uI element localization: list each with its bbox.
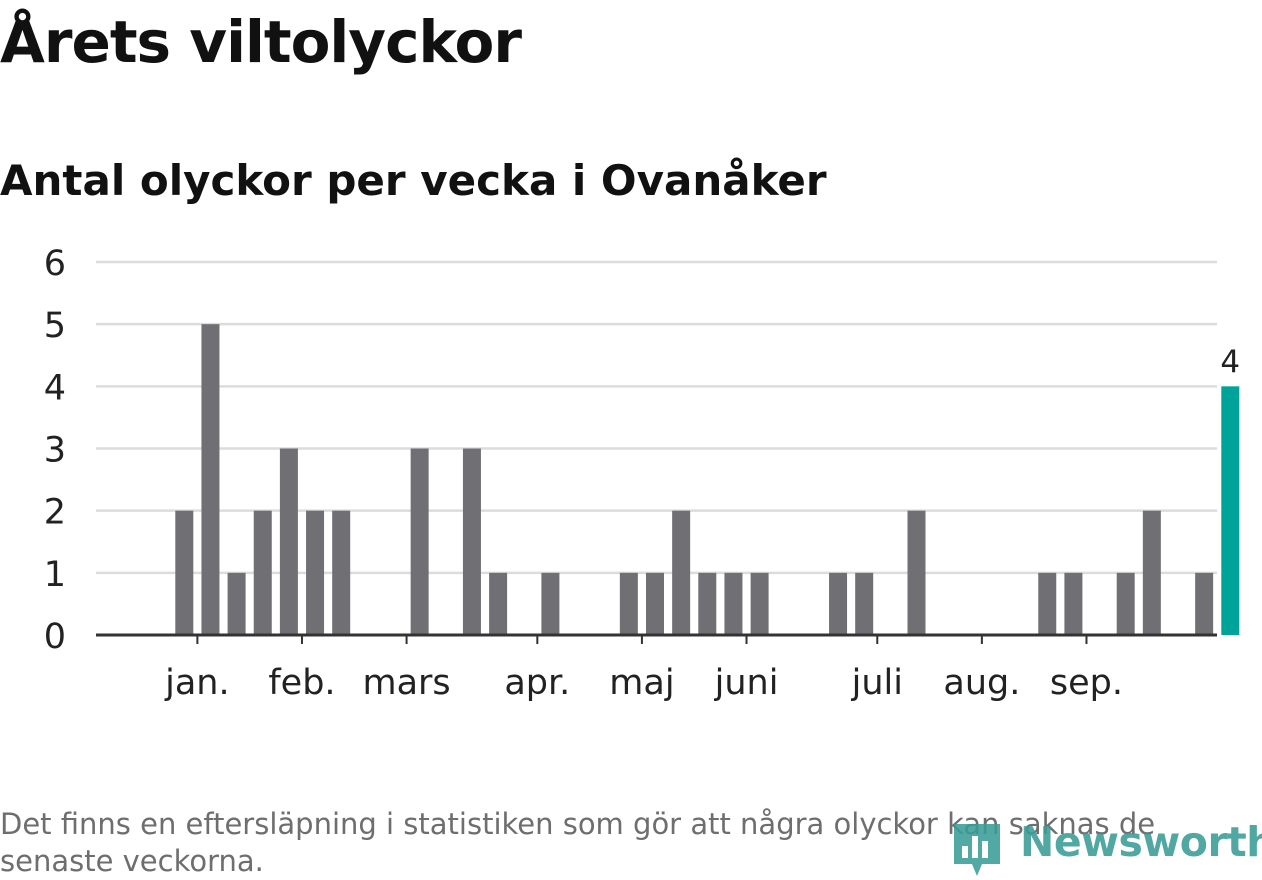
chart-subtitle: Antal olyckor per vecka i Ovanåker	[0, 156, 827, 205]
y-tick-label: 4	[44, 368, 66, 408]
bars	[175, 324, 1240, 635]
y-axis-ticks: 0 1 2 3 4 5 6	[44, 244, 66, 657]
bar	[332, 510, 351, 635]
bar	[201, 324, 220, 635]
y-tick-label: 3	[44, 431, 66, 471]
bar	[724, 572, 743, 635]
x-tick-label: feb.	[268, 663, 335, 703]
bar	[1038, 572, 1057, 635]
bar	[279, 448, 298, 635]
x-axis: jan. feb. mars apr. maj juni juli aug. sep.	[96, 633, 1217, 703]
chart-title: Årets viltolyckor	[0, 8, 522, 76]
bar	[907, 510, 926, 635]
x-tick-label: jan.	[164, 663, 229, 703]
bar	[672, 510, 691, 635]
bar	[619, 572, 638, 635]
bar	[175, 510, 194, 635]
x-tick-label: apr.	[504, 663, 570, 703]
x-tick-label: juli	[851, 663, 903, 703]
bar	[750, 572, 769, 635]
bar	[855, 572, 874, 635]
y-tick-label: 5	[44, 306, 66, 346]
bar	[253, 510, 272, 635]
bar	[1195, 572, 1214, 635]
bar	[462, 448, 481, 635]
brand-logo: Newsworthy	[950, 816, 1262, 876]
bar	[1064, 572, 1083, 635]
data-label: 4	[1220, 344, 1240, 380]
bar	[698, 572, 717, 635]
highlight-bar	[1221, 386, 1240, 635]
y-tick-label: 6	[44, 244, 66, 284]
x-tick-label: juni	[714, 663, 779, 703]
x-tick-label: aug.	[943, 663, 1020, 703]
bar	[829, 572, 848, 635]
y-tick-label: 2	[44, 493, 66, 533]
bar	[646, 572, 664, 635]
x-tick-label: maj	[609, 663, 674, 703]
x-tick-label: mars	[362, 663, 450, 703]
newsworthy-logo-icon	[954, 824, 1000, 876]
y-tick-label: 0	[44, 617, 66, 657]
bar	[1142, 510, 1161, 635]
bar	[1116, 572, 1135, 635]
bar	[410, 448, 429, 635]
bar	[541, 572, 560, 635]
bar	[227, 572, 246, 635]
data-labels: 4	[1220, 344, 1240, 380]
x-tick-label: sep.	[1050, 663, 1123, 703]
brand-name: Newsworthy	[1020, 818, 1262, 866]
bar	[489, 572, 508, 635]
bar	[306, 510, 325, 635]
y-tick-label: 1	[44, 555, 66, 595]
bar-chart: 0 1 2 3 4 5 6 jan. feb. mars apr. maj juni juli aug. s…	[44, 244, 1240, 703]
